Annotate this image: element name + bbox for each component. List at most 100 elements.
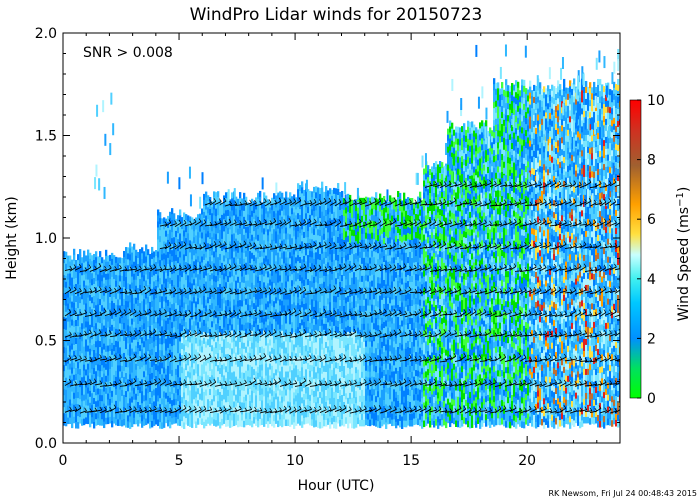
heatmap-cell xyxy=(215,390,218,397)
heatmap-cell xyxy=(105,249,108,257)
heatmap-cell xyxy=(159,290,162,297)
heatmap-cell xyxy=(307,273,310,280)
heatmap-cell xyxy=(257,318,260,326)
heatmap-cell xyxy=(307,189,310,196)
heatmap-cell xyxy=(205,371,208,379)
heatmap-cell xyxy=(163,289,166,296)
heatmap-cell xyxy=(303,303,306,311)
heatmap-cell xyxy=(217,293,220,300)
heatmap-cell xyxy=(245,196,248,204)
heatmap-cell xyxy=(347,307,350,315)
heatmap-cell xyxy=(329,320,332,327)
heatmap-cell xyxy=(297,237,300,244)
heatmap-cell xyxy=(345,405,348,412)
heatmap-cell xyxy=(343,413,346,421)
heatmap-cell xyxy=(301,367,304,374)
heatmap-cell xyxy=(231,228,234,235)
heatmap-cell xyxy=(111,306,114,314)
heatmap-cell xyxy=(317,415,320,422)
heatmap-cell xyxy=(195,397,198,405)
heatmap-cell xyxy=(343,371,346,379)
heatmap-cell xyxy=(201,274,204,282)
heatmap-cell xyxy=(217,239,220,246)
heatmap-cell xyxy=(337,273,340,280)
heatmap-cell xyxy=(125,421,128,428)
heatmap-cell xyxy=(229,367,232,374)
heatmap-cell xyxy=(131,348,134,356)
heatmap-cell xyxy=(333,379,336,387)
heatmap-cell xyxy=(259,286,262,294)
heatmap-cell xyxy=(253,315,256,322)
heatmap-cell xyxy=(287,323,290,330)
heatmap-cell xyxy=(227,245,230,253)
heatmap-cell xyxy=(63,257,66,264)
heatmap-cell xyxy=(203,265,206,273)
heatmap-cell xyxy=(203,229,206,237)
heatmap-cell xyxy=(143,323,146,330)
heatmap-cell xyxy=(161,290,164,297)
heatmap-cell xyxy=(103,283,106,291)
heatmap-cell xyxy=(259,202,262,210)
heatmap-cell xyxy=(345,327,348,334)
heatmap-cell xyxy=(163,313,166,320)
heatmap-cell xyxy=(237,246,240,254)
heatmap-cell xyxy=(293,338,296,345)
heatmap-cell xyxy=(275,279,278,286)
heatmap-cell xyxy=(247,214,250,221)
heatmap-cell xyxy=(123,304,126,312)
heatmap-cell xyxy=(139,273,142,280)
heatmap-cell xyxy=(293,278,296,285)
heatmap-cell xyxy=(179,257,182,264)
heatmap-cell xyxy=(323,287,326,295)
heatmap-cell xyxy=(247,202,250,209)
heatmap-cell xyxy=(63,263,66,270)
heatmap-cell xyxy=(243,216,246,224)
heatmap-cell xyxy=(73,260,76,268)
heatmap-cell xyxy=(179,281,182,288)
heatmap-cell xyxy=(225,396,228,403)
heatmap-cell xyxy=(87,375,90,383)
heatmap-cell xyxy=(213,227,216,234)
heatmap-cell xyxy=(323,251,326,259)
heatmap-cell xyxy=(331,363,334,371)
heatmap-cell xyxy=(145,292,148,300)
heatmap-cell xyxy=(69,351,72,359)
heatmap-cell xyxy=(333,259,336,267)
heatmap-cell xyxy=(179,245,182,252)
heatmap-cell xyxy=(175,368,178,376)
heatmap-cell xyxy=(303,393,306,401)
heatmap-cell xyxy=(317,379,320,386)
heatmap-cell xyxy=(175,332,178,340)
heatmap-cell xyxy=(117,413,120,420)
heatmap-cell xyxy=(161,398,164,405)
heatmap-cell xyxy=(279,341,282,348)
heatmap-cell xyxy=(181,253,184,260)
heatmap-cell xyxy=(71,415,74,423)
heatmap-cell xyxy=(329,248,332,255)
heatmap-cell xyxy=(207,273,210,280)
heatmap-cell xyxy=(239,300,242,307)
heatmap-cell xyxy=(219,247,222,255)
heatmap-cell xyxy=(345,237,348,244)
heatmap-cell xyxy=(129,350,132,357)
heatmap-cell xyxy=(153,413,156,420)
heatmap-cell xyxy=(97,358,100,365)
heatmap-cell xyxy=(343,329,346,337)
heatmap-cell xyxy=(281,336,284,344)
heatmap-cell xyxy=(269,333,272,341)
heatmap-cell xyxy=(279,299,282,306)
heatmap-cell xyxy=(341,292,344,300)
heatmap-cell xyxy=(313,420,316,428)
heatmap-cell xyxy=(95,395,98,402)
heatmap-cell xyxy=(339,413,342,421)
heatmap-cell xyxy=(185,292,188,299)
heatmap-cell xyxy=(217,371,220,378)
heatmap-cell xyxy=(165,398,168,406)
heatmap-cell xyxy=(261,214,264,221)
heatmap-cell xyxy=(89,390,92,398)
heatmap-cell xyxy=(169,253,172,261)
heatmap-cell xyxy=(193,243,196,250)
heatmap-cell xyxy=(123,268,126,276)
heatmap-cell xyxy=(311,209,314,216)
heatmap-cell xyxy=(229,205,232,212)
